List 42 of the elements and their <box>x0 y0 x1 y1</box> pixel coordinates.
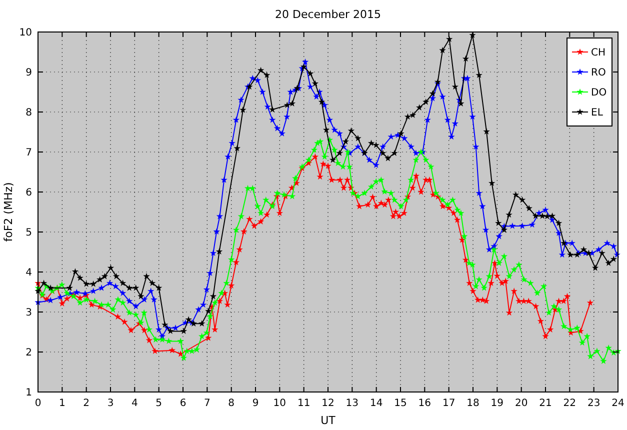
x-tick-label: 24 <box>612 398 624 409</box>
chart-title: 20 December 2015 <box>274 8 382 21</box>
y-axis-title: foF2 (MHz) <box>2 182 15 242</box>
y-tick-label: 8 <box>26 108 32 118</box>
x-axis-title: UT <box>320 414 336 427</box>
y-tick-label: 10 <box>19 28 32 38</box>
x-tick-label: 2 <box>83 398 90 409</box>
x-tick-label: 0 <box>34 398 42 409</box>
x-tick-label: 9 <box>252 398 259 409</box>
x-tick-label: 5 <box>156 398 162 409</box>
y-tick-label: 2 <box>26 348 32 358</box>
y-tick-label: 5 <box>26 228 32 238</box>
x-tick-label: 21 <box>539 398 552 409</box>
x-tick-label: 10 <box>273 398 286 409</box>
y-tick-label: 1 <box>26 388 32 398</box>
y-tick-label: 6 <box>26 188 32 198</box>
x-tick-label: 8 <box>228 398 235 409</box>
x-tick-label: 13 <box>346 398 359 409</box>
y-tick-label: 9 <box>26 68 32 78</box>
x-tick-label: 3 <box>107 398 114 409</box>
x-tick-label: 4 <box>131 398 138 409</box>
legend-label: EL <box>591 108 604 118</box>
legend-label: DO <box>591 88 607 98</box>
x-tick-label: 16 <box>418 398 432 409</box>
x-tick-label: 14 <box>370 398 383 409</box>
x-tick-label: 18 <box>466 398 480 409</box>
x-tick-label: 17 <box>442 398 456 409</box>
x-tick-label: 22 <box>563 398 576 409</box>
x-tick-label: 6 <box>180 398 186 409</box>
x-tick-label: 7 <box>204 398 210 409</box>
x-tick-label: 11 <box>297 398 310 409</box>
legend-label: CH <box>591 48 606 58</box>
y-tick-label: 7 <box>26 148 32 158</box>
x-tick-label: 20 <box>514 398 528 409</box>
y-tick-label: 4 <box>26 268 32 278</box>
legend-label: RO <box>591 68 606 78</box>
x-tick-label: 1 <box>58 398 66 409</box>
x-tick-label: 15 <box>394 398 407 409</box>
x-tick-label: 19 <box>490 398 504 409</box>
x-tick-label: 23 <box>587 398 600 409</box>
y-tick-label: 3 <box>26 308 32 318</box>
x-tick-label: 12 <box>322 398 334 409</box>
